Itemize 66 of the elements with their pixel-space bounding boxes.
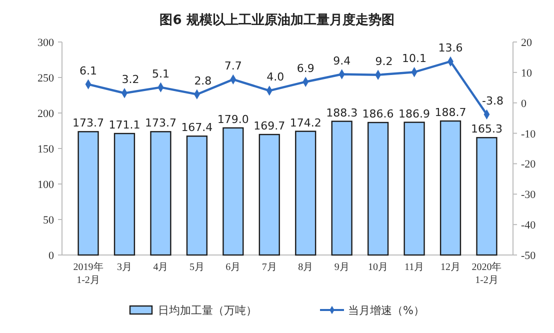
x-tick-label: 11月 bbox=[404, 262, 424, 273]
data-label: 10.1 bbox=[402, 52, 427, 66]
x-tick-label: 2019年 1-2月 bbox=[73, 261, 104, 286]
data-label: 6.9 bbox=[296, 62, 314, 75]
data-label: 167.4 bbox=[181, 121, 213, 134]
bar bbox=[150, 131, 172, 256]
data-label: 13.6 bbox=[438, 41, 463, 54]
data-label: 188.7 bbox=[434, 106, 466, 120]
data-label: 186.9 bbox=[398, 107, 430, 120]
bar bbox=[222, 127, 244, 256]
data-label: 6.1 bbox=[80, 64, 98, 78]
bar bbox=[114, 132, 136, 256]
legend-label: 日均加工量（万吨） bbox=[158, 304, 257, 317]
data-label: 3.2 bbox=[122, 73, 140, 86]
y-tick-label: 250 bbox=[38, 72, 54, 84]
x-tick-label: 9月 bbox=[334, 262, 350, 273]
x-tick-label: 7月 bbox=[262, 262, 277, 273]
bar bbox=[476, 137, 498, 256]
y2-tick-label: -20 bbox=[521, 158, 536, 171]
y-tick-label: 0 bbox=[48, 250, 54, 262]
data-label: 174.2 bbox=[290, 116, 322, 130]
bar bbox=[258, 134, 280, 256]
bar bbox=[368, 122, 389, 256]
y2-tick-label: -10 bbox=[521, 128, 536, 140]
data-label: 9.4 bbox=[333, 54, 351, 68]
data-label: 165.3 bbox=[470, 122, 502, 136]
data-label: 188.3 bbox=[326, 106, 358, 120]
x-tick-label: 12月 bbox=[440, 262, 461, 273]
data-label: 173.7 bbox=[144, 116, 176, 130]
data-label: 169.7 bbox=[254, 120, 286, 133]
data-label: 2.8 bbox=[194, 74, 212, 88]
bar bbox=[440, 120, 462, 256]
data-label: 186.6 bbox=[362, 108, 394, 121]
data-label: 173.7 bbox=[72, 116, 104, 130]
y2-tick-label: 10 bbox=[521, 67, 532, 80]
y-tick-label: 100 bbox=[38, 179, 54, 191]
x-tick-label: 6月 bbox=[226, 262, 241, 273]
data-label: 7.7 bbox=[224, 59, 242, 72]
chart-title: 图6 规模以上工业原油加工量月度走势图 bbox=[160, 12, 394, 28]
y-tick-label: 300 bbox=[38, 37, 54, 49]
legend-label: 当月增速（%） bbox=[348, 304, 424, 317]
y-tick-label: 200 bbox=[38, 108, 54, 120]
bar bbox=[295, 130, 316, 256]
data-label: -3.8 bbox=[482, 94, 504, 108]
y2-tick-label: 0 bbox=[521, 98, 527, 110]
data-label: 5.1 bbox=[152, 67, 170, 80]
x-tick-label: 3月 bbox=[116, 262, 132, 273]
x-tick-label: 8月 bbox=[298, 262, 314, 273]
data-label: 4.0 bbox=[266, 70, 284, 84]
y2-tick-label: -40 bbox=[521, 220, 536, 232]
bar bbox=[78, 131, 99, 256]
y-tick-label: 150 bbox=[38, 144, 54, 156]
bar bbox=[331, 120, 352, 256]
y-tick-label: 50 bbox=[43, 214, 54, 226]
x-tick-label: 2020年 1-2月 bbox=[472, 261, 502, 286]
data-label: 9.2 bbox=[375, 54, 393, 68]
x-tick-label: 10月 bbox=[368, 262, 388, 273]
bar bbox=[404, 122, 425, 256]
y2-tick-label: 20 bbox=[521, 37, 532, 49]
y2-tick-label: -50 bbox=[521, 250, 536, 262]
data-label: 171.1 bbox=[108, 118, 140, 132]
x-tick-label: 5月 bbox=[189, 262, 204, 273]
y2-tick-label: -30 bbox=[521, 189, 536, 202]
x-tick-label: 4月 bbox=[153, 262, 168, 273]
bar bbox=[186, 136, 208, 256]
data-label: 179.0 bbox=[217, 112, 249, 126]
